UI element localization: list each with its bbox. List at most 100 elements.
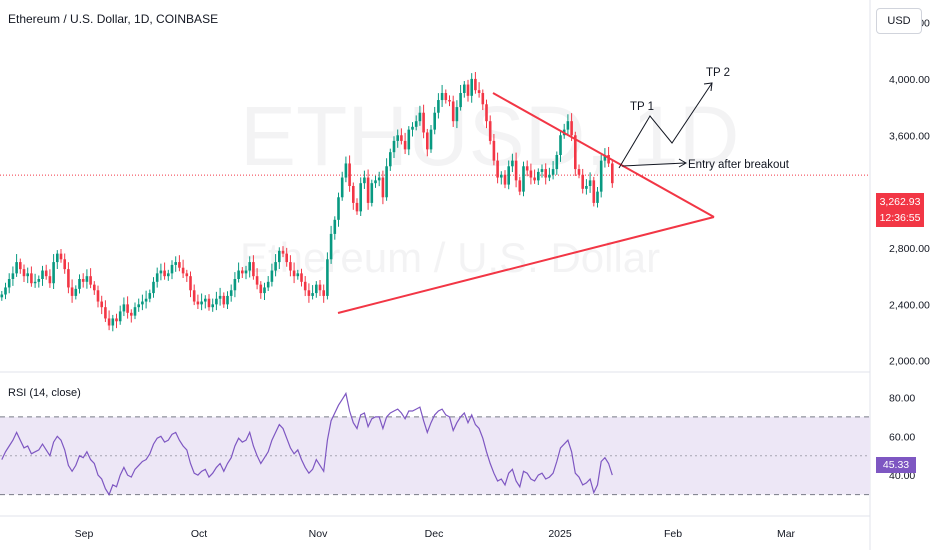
rsi-legend[interactable]: RSI (14, close) <box>8 387 81 399</box>
candle-body <box>33 281 37 284</box>
candle-body <box>407 129 411 150</box>
candle-body <box>596 191 599 203</box>
candle-body <box>81 279 85 282</box>
candle-body <box>59 253 63 260</box>
candle-body <box>115 318 118 322</box>
candle-body <box>507 166 510 185</box>
candle-body <box>78 279 81 289</box>
candle-body <box>433 112 436 130</box>
candle-body <box>444 93 448 101</box>
candle-body <box>374 180 377 184</box>
tp2-label[interactable]: TP 2 <box>706 67 730 79</box>
candle-body <box>466 84 470 96</box>
entry-label[interactable]: Entry after breakout <box>688 159 790 171</box>
candle-body <box>200 301 203 305</box>
candle-body <box>189 276 192 291</box>
tp1-label[interactable]: TP 1 <box>630 101 654 113</box>
candle-body <box>4 287 7 295</box>
candle-body <box>0 294 4 298</box>
candle-body <box>451 101 455 122</box>
entry-arrow[interactable] <box>621 162 686 167</box>
candle-body <box>244 270 248 274</box>
candle-body <box>381 177 385 198</box>
candle-body <box>248 262 251 271</box>
candle-body <box>337 197 340 220</box>
candle-body <box>252 262 255 277</box>
candle-body <box>259 284 263 294</box>
candle-body <box>285 253 288 263</box>
candle-body <box>56 253 59 263</box>
candle-body <box>481 93 485 105</box>
last-price-tag: 3,262.93 12:36:55 <box>876 193 924 227</box>
candle-body <box>19 262 22 270</box>
candle-body <box>7 279 11 288</box>
candle-body <box>296 273 300 277</box>
candle-body <box>311 293 314 296</box>
candle-body <box>422 112 425 133</box>
candle-body <box>544 169 547 178</box>
candle-body <box>555 155 559 170</box>
candle-body <box>292 270 296 277</box>
candle-body <box>581 174 584 189</box>
candle-body <box>148 293 152 299</box>
time-tick-label: Nov <box>309 528 328 540</box>
candle-body <box>529 170 533 178</box>
candle-body <box>470 78 473 96</box>
time-tick-label: 2025 <box>548 528 572 540</box>
candle-series <box>0 72 614 332</box>
time-tick-label: Dec <box>425 528 444 540</box>
candle-body <box>370 183 374 203</box>
candle-body <box>133 307 137 316</box>
candle-body <box>533 177 536 181</box>
candle-body <box>63 259 66 270</box>
triangle-support-line[interactable] <box>337 216 715 314</box>
candle-body <box>126 304 129 313</box>
currency-button[interactable]: USD <box>876 8 922 34</box>
candle-body <box>137 304 140 308</box>
chart-title: Ethereum / U.S. Dollar, 1D, COINBASE <box>8 12 219 26</box>
candle-body <box>488 121 492 141</box>
candle-body <box>525 166 529 171</box>
candle-body <box>118 311 122 322</box>
candle-body <box>229 290 233 296</box>
candle-body <box>255 276 259 285</box>
candle-body <box>41 270 44 279</box>
candle-body <box>548 174 551 178</box>
triangle-pattern[interactable] <box>337 92 715 314</box>
triangle-resistance-line[interactable] <box>492 92 715 218</box>
time-tick-label: Feb <box>664 528 682 540</box>
rsi-tick-label: 40.00 <box>889 470 915 482</box>
candle-body <box>307 290 311 296</box>
candle-body <box>344 163 348 178</box>
candle-body <box>15 262 18 274</box>
candle-body <box>559 135 562 155</box>
candle-body <box>207 298 211 308</box>
candle-body <box>281 250 285 254</box>
candle-body <box>574 135 577 170</box>
candle-body <box>141 301 144 305</box>
price-tick-label: 2,000.00 <box>889 356 930 368</box>
candle-body <box>377 177 381 181</box>
candle-body <box>48 276 52 284</box>
target-arrowhead-icon <box>703 82 713 92</box>
rsi-line <box>1 391 613 496</box>
time-tick-label: Mar <box>777 528 796 540</box>
candle-body <box>611 163 614 184</box>
candle-body <box>107 318 111 326</box>
candle-body <box>96 290 100 302</box>
candle-body <box>111 318 115 326</box>
candle-body <box>355 202 359 212</box>
candle-body <box>122 304 126 312</box>
candle-body <box>396 135 399 141</box>
target-path[interactable] <box>618 82 713 169</box>
candle-body <box>411 126 414 130</box>
candle-body <box>218 295 222 299</box>
time-axis-ticks: Sep Oct Nov Dec 2025 Feb Mar <box>75 528 796 540</box>
candle-body <box>37 279 41 282</box>
candle-body <box>300 273 303 282</box>
candle-body <box>463 84 466 93</box>
price-tick-label: 3,600.00 <box>889 130 930 142</box>
candle-body <box>89 276 92 285</box>
candle-body <box>196 301 200 305</box>
